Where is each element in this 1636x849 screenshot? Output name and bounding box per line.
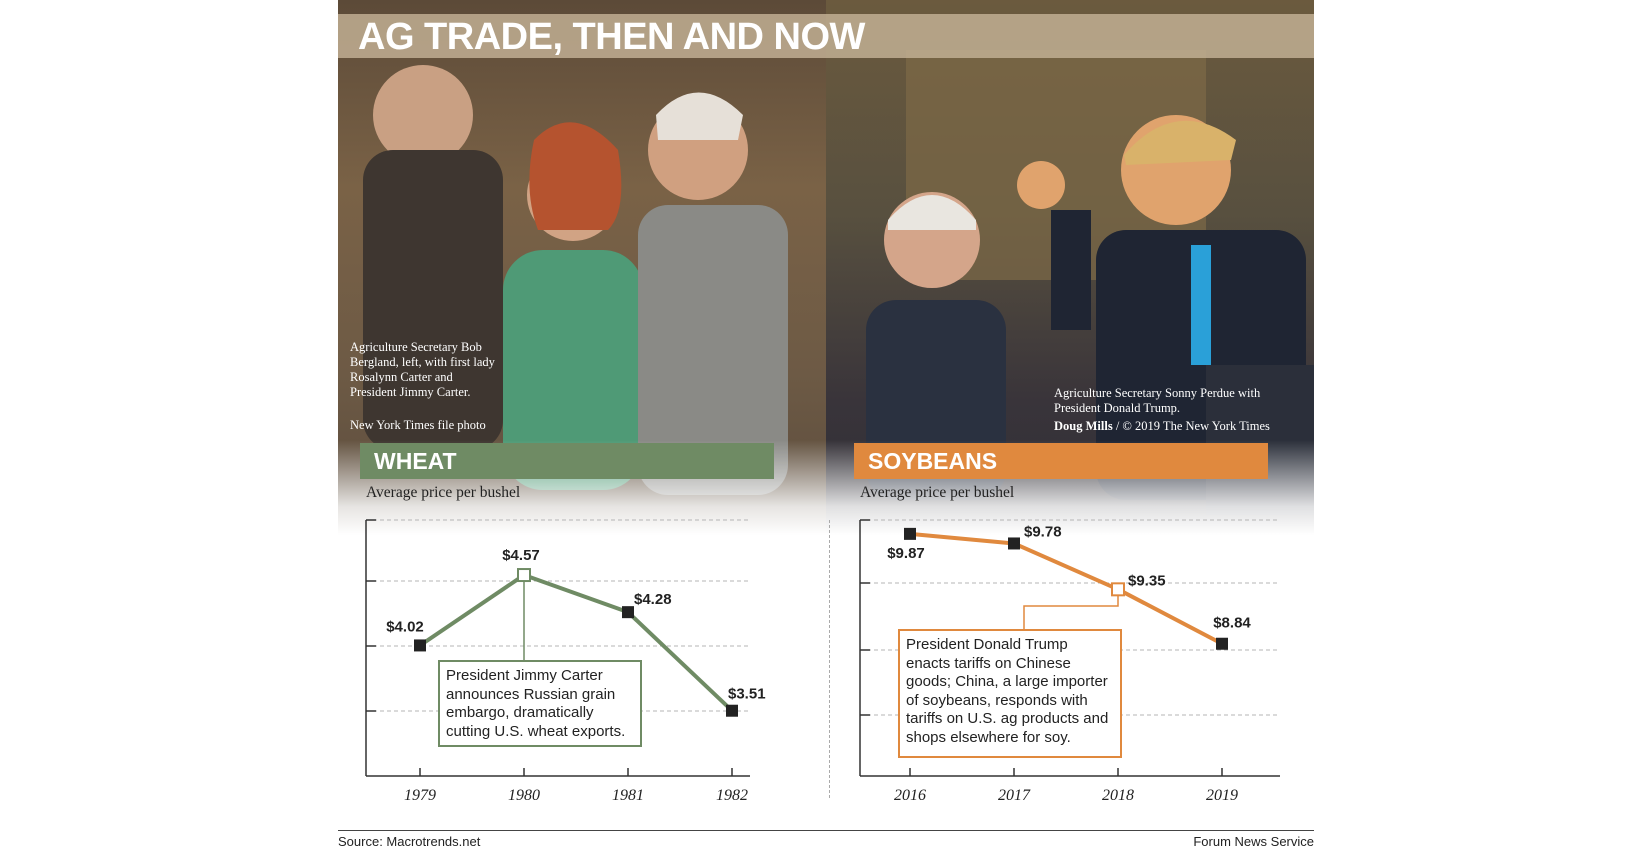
highlight-marker <box>1111 582 1125 597</box>
soybeans-header: SOYBEANS <box>854 443 1268 479</box>
data-label: $4.02 <box>386 618 424 635</box>
soybeans-subtitle: Average price per bushel <box>860 484 1015 501</box>
data-point <box>726 704 738 717</box>
highlight-marker <box>517 568 531 583</box>
x-tick-label: 1979 <box>404 787 436 804</box>
data-label: $8.84 <box>1213 615 1251 632</box>
wheat-annotation: President Jimmy Carter announces Russian… <box>438 660 642 747</box>
data-point <box>1008 537 1020 550</box>
infographic: AG TRADE, THEN AND NOW Agriculture Secre… <box>338 0 1314 849</box>
annotation-leader <box>1023 589 1119 629</box>
data-label: $9.87 <box>887 545 925 562</box>
photo-credit-right: Doug Mills / © 2019 The New York Times <box>1054 419 1270 434</box>
x-tick-label: 1982 <box>716 787 748 804</box>
data-point <box>904 527 916 540</box>
wheat-chart: 1979 1980 1981 1982 $4.02 $4.57 $4.28 $3.51 <box>365 519 766 804</box>
photo-trump-figures <box>866 50 1314 515</box>
data-label: $9.78 <box>1024 523 1062 540</box>
footer-rule <box>338 830 1314 831</box>
wheat-header: WHEAT <box>360 443 774 479</box>
data-point <box>414 639 426 652</box>
photo-caption-right: Agriculture Secretary Sonny Perdue with … <box>1054 386 1261 415</box>
chart-divider <box>829 520 830 798</box>
x-tick-label: 2017 <box>998 787 1031 804</box>
data-label: $3.51 <box>728 686 766 703</box>
photo-copyright: / © 2019 The New York Times <box>1112 419 1270 433</box>
series-line <box>418 573 734 713</box>
photographer-name: Doug Mills <box>1054 419 1113 433</box>
data-label: $9.35 <box>1128 572 1166 589</box>
data-point <box>622 606 634 619</box>
photo-caption-left: Agriculture Secretary Bob Bergland, left… <box>350 340 495 399</box>
x-tick-label: 2019 <box>1206 787 1238 804</box>
data-label: $4.28 <box>634 591 672 608</box>
main-title: AG TRADE, THEN AND NOW <box>358 16 865 58</box>
photo-carter-figures <box>363 65 788 495</box>
soybeans-annotation: President Donald Trump enacts tariffs on… <box>898 629 1122 758</box>
x-tick-label: 1980 <box>508 787 540 804</box>
footer-credit: Forum News Service <box>1193 834 1314 849</box>
data-label: $4.57 <box>502 547 540 564</box>
wheat-subtitle: Average price per bushel <box>366 484 521 501</box>
x-tick-label: 2018 <box>1102 787 1134 804</box>
data-point <box>1216 637 1228 650</box>
title-band <box>338 14 1314 58</box>
x-tick-label: 2016 <box>894 787 926 804</box>
x-tick-label: 1981 <box>612 787 644 804</box>
series-line <box>909 531 1223 646</box>
source-note: Source: Macrotrends.net <box>338 834 481 849</box>
photo-credit-left: New York Times file photo <box>350 418 486 432</box>
